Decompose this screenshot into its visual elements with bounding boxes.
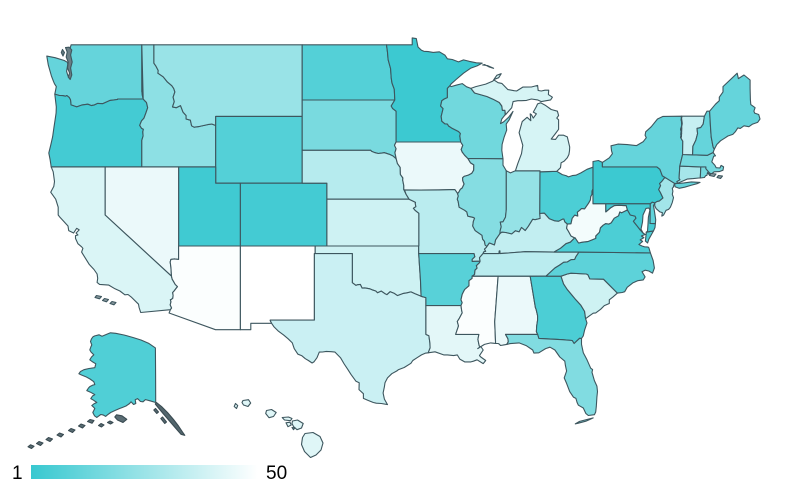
svg-text:50: 50 — [266, 463, 287, 484]
svg-text:1: 1 — [12, 463, 23, 484]
